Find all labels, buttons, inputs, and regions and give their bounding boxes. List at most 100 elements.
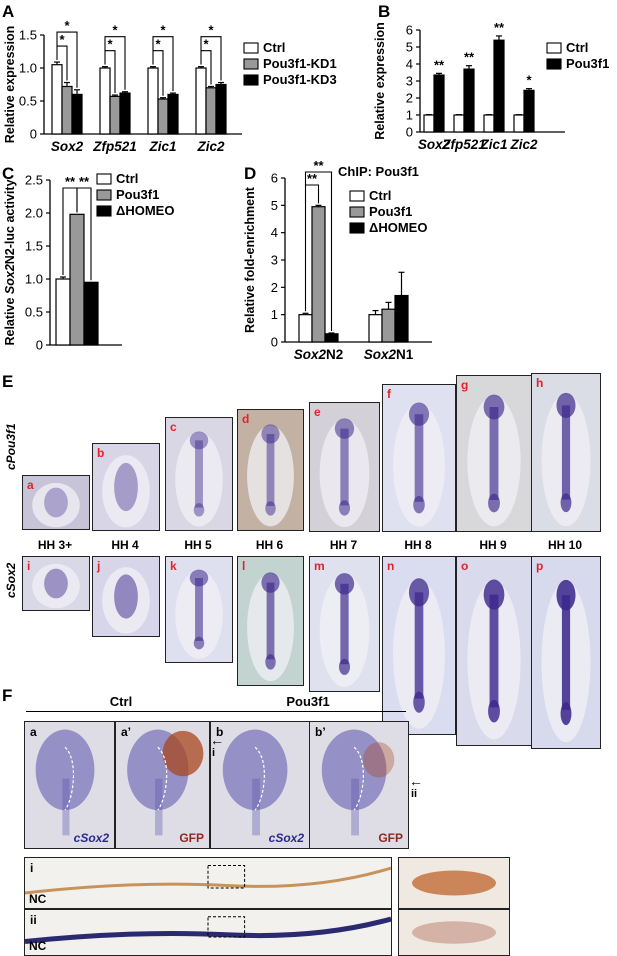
- bar-pou3f1kd1: [205, 87, 217, 135]
- embryo-image: k: [165, 556, 233, 663]
- embryo-shape: [541, 392, 591, 527]
- stain-neural-tube: [195, 578, 203, 641]
- legend-label: Pou3f1-KD1: [263, 56, 337, 71]
- legend-label: Ctrl: [566, 40, 588, 55]
- chart-b: 0 1 2 3 4 5 6 Relative expression Sox2Zfp521Zic1…: [373, 20, 609, 152]
- stain-neural-tube: [62, 778, 70, 836]
- panel-label-a: A: [2, 2, 15, 21]
- x-tick-label: Sox2: [51, 139, 84, 154]
- y-tick-label: 0: [30, 127, 37, 142]
- legend-swatch: [349, 222, 365, 234]
- embryo-image: p: [531, 556, 601, 749]
- embryo-sublabel: m: [314, 559, 325, 573]
- embryo-shape: [127, 729, 204, 836]
- stain-label: GFP: [179, 831, 204, 845]
- x-tick-label: Zic2: [196, 139, 225, 154]
- stain-tail: [265, 501, 276, 516]
- legend-swatch: [243, 58, 259, 70]
- legend-swatch: [546, 58, 562, 70]
- bar-ctrl: [147, 67, 159, 135]
- chart-d: 0 1 2 3 4 5 6 Relative fold-enrichment Sox2N2 Sox…: [243, 160, 432, 362]
- embryo-sublabel: e: [314, 405, 321, 419]
- embryo-shape: [35, 729, 95, 836]
- bar-pou3f1: [311, 206, 326, 343]
- x-tick-label: Sox2N1: [364, 347, 414, 362]
- embryo-sublabel: c: [170, 420, 177, 434]
- embryo-shape: [393, 402, 445, 527]
- dashed-outline: [157, 746, 168, 811]
- y-tick-label: 0: [271, 335, 278, 350]
- arrow-label: i: [212, 747, 216, 759]
- gfp-signal: [362, 742, 395, 778]
- stage-label: HH 9: [479, 538, 507, 552]
- stain-label: GFP: [378, 831, 403, 845]
- embryo-shape: [247, 424, 294, 527]
- stain-neural-tube: [155, 778, 163, 836]
- section-zoom-image: [398, 909, 510, 956]
- stain-label: cSox2: [268, 831, 304, 845]
- stage-label: HH 6: [255, 538, 284, 552]
- bar-ctrl: [51, 64, 63, 135]
- stain-region: [222, 729, 288, 811]
- bar-ctrl: [483, 114, 495, 133]
- section-shape: [25, 865, 391, 895]
- significance-label: *: [107, 37, 113, 52]
- bar-pou3f1kd3: [71, 93, 83, 135]
- embryo-shape: [247, 572, 294, 682]
- embryo-shape: [222, 729, 288, 836]
- section-image: i NC: [24, 857, 392, 909]
- y-tick-label: 1.0: [19, 61, 37, 76]
- stain-neural-tube: [351, 778, 359, 836]
- significance-label: **: [313, 160, 324, 173]
- significance-bracket: [104, 50, 116, 94]
- y-axis-label: Relative Sox2N2-luc activity: [3, 179, 17, 345]
- embryo-shape: [319, 418, 370, 528]
- bar-pou3f1kd3: [119, 92, 131, 135]
- electroporated-embryo-image: b cSox2: [210, 721, 310, 849]
- stage-label: HH 8: [404, 538, 432, 552]
- stain-tail: [265, 654, 276, 670]
- stain-tail: [488, 699, 500, 723]
- nc-label: NC: [29, 939, 47, 953]
- bar-pou3f1kd1: [157, 98, 169, 135]
- legend-swatch: [349, 190, 365, 202]
- y-tick-label: 0.5: [25, 305, 43, 320]
- legend-label: Pou3f1: [116, 187, 159, 202]
- y-tick-label: 1.0: [25, 272, 43, 287]
- stain-region: [321, 729, 387, 811]
- zoom-cells: [412, 870, 496, 896]
- embryo-image: i: [22, 556, 90, 611]
- y-tick-label: 0: [36, 338, 43, 353]
- bar-ctrl: [423, 114, 435, 133]
- panel-f-sublabel: b: [216, 725, 224, 739]
- nc-label: NC: [29, 892, 47, 906]
- bar-pou3f1kd1: [109, 95, 121, 135]
- stain-neural-tube: [340, 428, 349, 506]
- stain-neural-tube: [266, 434, 275, 506]
- embryo-shape: [321, 729, 395, 836]
- embryo-image: l: [237, 556, 304, 686]
- bar-pou3f1: [523, 89, 535, 133]
- x-tick-label: Zic1: [148, 139, 176, 154]
- y-tick-label: 1.5: [25, 239, 43, 254]
- group-pou3f1-label: Pou3f1: [286, 694, 330, 709]
- stain-neural-tube: [414, 414, 424, 502]
- stain-neural-tube: [340, 583, 349, 665]
- bar-pou3f1kd3: [215, 83, 227, 135]
- stain-neural-tube: [489, 594, 499, 708]
- stain-region: [114, 462, 138, 512]
- panel-label-d: D: [244, 164, 257, 183]
- legend-label: Ctrl: [263, 40, 285, 55]
- bar-homeo: [394, 294, 409, 343]
- section-shape: [25, 916, 391, 944]
- significance-label: *: [208, 23, 214, 38]
- y-tick-label: 2.5: [25, 173, 43, 188]
- y-tick-label: 2: [406, 91, 413, 106]
- embryo-shape: [32, 482, 80, 528]
- y-tick-label: 2: [271, 280, 278, 295]
- significance-bracket: [56, 45, 68, 81]
- bar-ctrl: [453, 114, 465, 133]
- chart-d-title: ChIP: Pou3f1: [338, 164, 419, 179]
- embryo-sublabel: k: [170, 559, 177, 573]
